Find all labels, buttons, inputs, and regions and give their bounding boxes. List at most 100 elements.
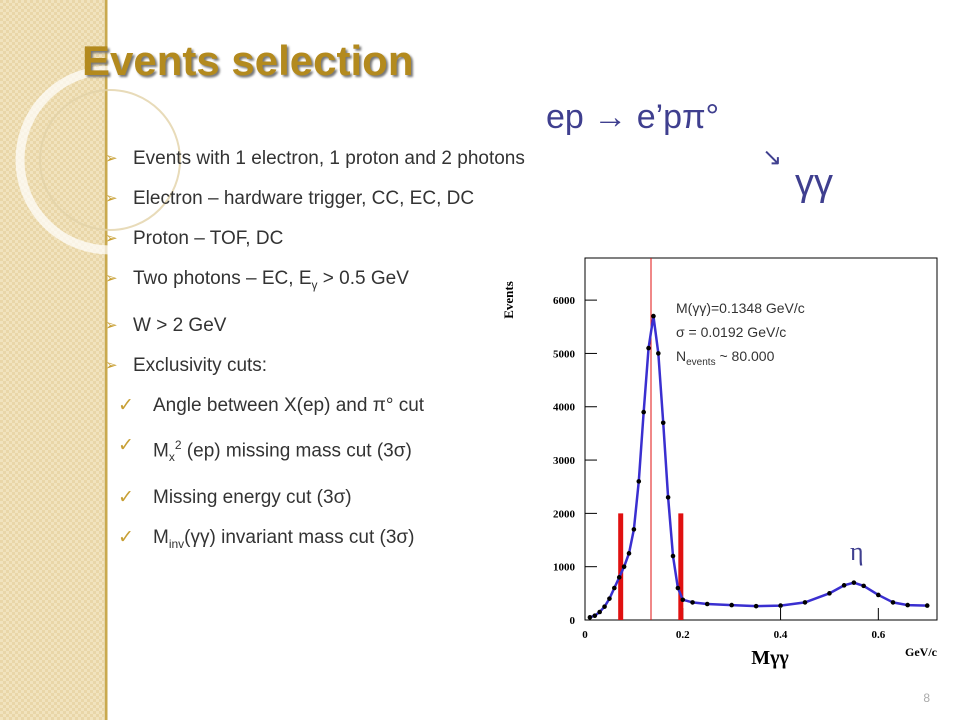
annotation: σ = 0.0192 GeV/c — [676, 324, 786, 340]
bullet-text: Missing energy cut (3σ) — [153, 486, 352, 508]
data-point — [592, 613, 598, 619]
bullet: ➢ Proton – TOF, DC — [105, 226, 565, 251]
bullet-marker: ✓ — [118, 394, 134, 416]
bullet-text: W > 2 GeV — [133, 314, 227, 336]
data-point — [851, 580, 857, 585]
data-point — [607, 596, 612, 601]
bullet: ➢ Two photons – EC, Eγ > 0.5 GeV — [105, 266, 565, 298]
bullet-text: Exclusivity cuts: — [133, 354, 268, 376]
bullet-text: (γγ) invariant mass cut (3σ) — [184, 526, 415, 548]
data-point — [680, 597, 686, 603]
data-point — [616, 575, 622, 580]
data-point — [602, 604, 607, 609]
bullet-text: (ep) missing mass cut (3σ) — [181, 440, 412, 462]
data-point — [670, 553, 676, 559]
data-point — [587, 615, 593, 620]
data-point — [778, 603, 783, 608]
data-point — [651, 313, 656, 319]
data-point — [597, 609, 602, 615]
bullet-marker: ➢ — [105, 356, 118, 374]
bullet: ➢ Electron – hardware trigger, CC, EC, DC — [105, 186, 565, 211]
bullet-text: Angle between X(ep) and π° cut — [153, 394, 425, 416]
data-point — [621, 564, 627, 569]
side-strip — [0, 0, 104, 720]
bullet-marker: ✓ — [118, 434, 134, 456]
decor-circle — [39, 89, 181, 231]
data-point — [827, 591, 832, 596]
x-tick-label: 0.4 — [774, 629, 788, 641]
data-point — [753, 603, 759, 609]
y-tick-label: 0 — [570, 615, 576, 627]
bullet-text: > 0.5 GeV — [317, 268, 409, 289]
bullet-text: M — [153, 440, 169, 462]
x-tick-label: 0.6 — [871, 629, 885, 641]
bullet-marker: ➢ — [105, 190, 118, 207]
data-point — [861, 583, 866, 589]
y-tick-label: 4000 — [553, 402, 576, 414]
bullet-marker: ✓ — [118, 526, 134, 548]
annotation-part: M(γγ)=0.1348 GeV/c — [676, 300, 805, 316]
annotation-part: σ = 0.0192 GeV/c — [676, 324, 786, 340]
bullet: ✓ Missing energy cut (3σ) — [118, 485, 565, 510]
data-point — [641, 409, 646, 415]
y-axis-label: Events — [501, 281, 516, 319]
bullet: ✓ Mx2 (ep) missing mass cut (3σ) — [118, 433, 565, 470]
plot-frame — [584, 257, 938, 621]
x-axis-label: Mγγ — [751, 647, 789, 669]
data-point — [631, 527, 637, 532]
y-tick-label: 1000 — [553, 562, 576, 574]
data-point — [656, 351, 661, 356]
reaction-arrow: ↘ — [762, 144, 782, 171]
bullet-text: 2 — [174, 437, 182, 452]
bullet: ➢ Events with 1 electron, 1 proton and 2 … — [105, 146, 565, 171]
data-point — [841, 583, 847, 588]
y-tick-label: 2000 — [553, 508, 576, 520]
data-point — [924, 603, 930, 608]
data-point — [890, 600, 896, 605]
x-tick-label: 0 — [582, 629, 588, 641]
bullet-marker: ➢ — [105, 270, 118, 287]
page-number: 8 — [923, 691, 930, 705]
slide-title: Events selection — [82, 37, 413, 84]
bullet-marker: ➢ — [105, 230, 118, 247]
bullet-text: x — [168, 449, 175, 464]
peak-label: η — [850, 537, 864, 566]
reaction: ep → e’pπ° — [546, 98, 719, 136]
bullet-list: ➢ Events with 1 electron, 1 proton and 2 … — [105, 146, 565, 572]
data-point — [876, 592, 881, 598]
data-point — [660, 420, 666, 426]
annotation: M(γγ)=0.1348 GeV/c — [676, 300, 805, 316]
annotation-part: ~ 80.000 — [716, 348, 775, 364]
bullet-text: inv — [168, 536, 185, 551]
data-point — [690, 600, 695, 605]
data-point — [905, 602, 910, 608]
data-point — [646, 345, 651, 351]
decor-circle — [15, 65, 205, 255]
bullet-text: M — [153, 526, 169, 548]
annotation-part: N — [676, 348, 686, 364]
bullet-marker: ➢ — [105, 150, 118, 167]
plot: 0 1000 2000 3000 4000 5000 6000 0 0.2 0.4 0.6 Event… — [501, 257, 938, 669]
bullet: ➢ W > 2 GeV — [105, 313, 565, 338]
x-tick-label: 0.2 — [676, 629, 690, 641]
fit-curve — [589, 315, 928, 619]
data-point — [636, 479, 642, 484]
data-point — [626, 551, 632, 556]
annotation: Nevents ~ 80.000 — [676, 348, 775, 368]
bullet: ✓ Angle between X(ep) and π° cut — [118, 393, 565, 418]
data-point — [802, 600, 808, 605]
bullet-text: Two photons – EC, E — [133, 268, 312, 289]
bullet-text: Proton – TOF, DC — [133, 228, 284, 249]
data-point — [704, 601, 710, 607]
data-point — [729, 602, 734, 608]
data-point — [612, 585, 617, 591]
y-tick-label: 3000 — [553, 455, 576, 467]
bullet: ➢ Exclusivity cuts: — [105, 353, 565, 378]
annotation-part: events — [686, 357, 715, 368]
bullet-text: Events with 1 electron, 1 proton and 2 p… — [133, 148, 525, 169]
bullet-marker: ➢ — [105, 316, 118, 334]
data-point — [675, 585, 681, 591]
bullet-text: γ — [311, 277, 318, 292]
